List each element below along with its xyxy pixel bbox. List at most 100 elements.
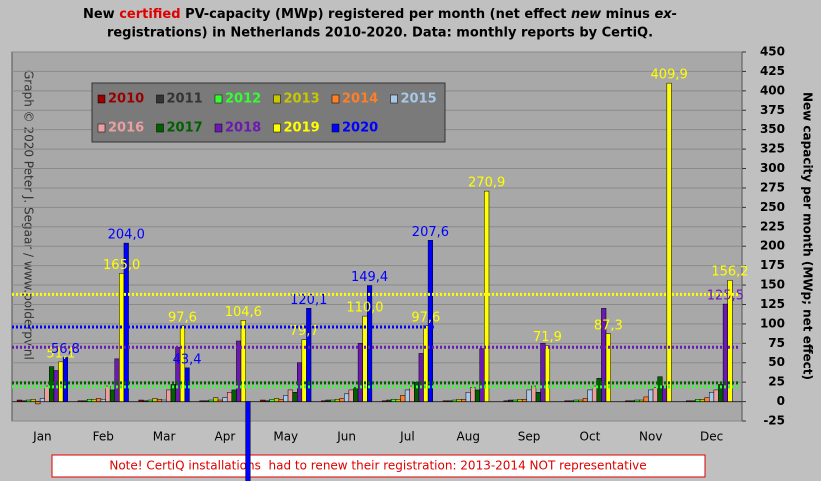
bar [334, 398, 340, 402]
title-part: minus [601, 7, 654, 22]
bar [91, 398, 97, 402]
bar [503, 400, 509, 402]
x-tick-label: May [273, 430, 298, 444]
legend-label: 2019 [284, 121, 320, 136]
y-tick-label: 75 [768, 336, 785, 350]
legend-swatch [214, 94, 223, 104]
bar [260, 399, 266, 402]
data-label: 104,6 [225, 305, 262, 320]
bar [474, 389, 480, 402]
legend-label: 2018 [225, 121, 261, 136]
data-label: 71,9 [533, 330, 562, 345]
bar [704, 397, 710, 402]
legend-label: 2011 [167, 92, 203, 107]
bar [184, 367, 190, 402]
legend-label: 2013 [284, 92, 320, 107]
title-part: certified [119, 7, 180, 22]
bar [30, 398, 36, 402]
bar [395, 398, 401, 402]
bar [278, 398, 284, 402]
data-label: 165,0 [103, 258, 140, 273]
x-tick-label: Jul [399, 430, 414, 444]
bar [348, 389, 354, 402]
bar [77, 400, 83, 402]
bar [625, 400, 631, 402]
data-label: 204,0 [108, 228, 145, 243]
data-label: 110,0 [346, 301, 383, 316]
x-tick-label: Sep [518, 430, 541, 444]
y-tick-label: 50 [768, 355, 785, 369]
bar [156, 398, 163, 402]
x-tick-label: Aug [457, 430, 480, 444]
note: Note! CertiQ installations had to renew … [109, 459, 646, 473]
bar [709, 392, 715, 402]
title-part: PV-capacity (MWp) registered per month (… [181, 7, 571, 22]
bar [217, 399, 223, 402]
bar [699, 398, 705, 402]
bar [100, 398, 106, 402]
bar [143, 400, 149, 402]
bar [152, 398, 158, 402]
y-axis-label: New capacity per month (MWp; net effect) [801, 92, 815, 380]
bar [587, 389, 593, 402]
title-part: ex- [654, 7, 677, 22]
bar [591, 385, 598, 402]
bar [321, 400, 327, 402]
bar [35, 401, 41, 405]
bar [465, 392, 471, 402]
bar [381, 400, 387, 402]
bar [283, 395, 289, 402]
bar [713, 389, 719, 402]
bar [138, 399, 144, 402]
bar [44, 385, 50, 402]
x-tick-label: Feb [93, 430, 114, 444]
bar [226, 392, 233, 402]
y-tick-label: 0 [777, 394, 785, 408]
bar [245, 401, 251, 481]
bar [39, 398, 45, 402]
y-tick-label: 125 [760, 297, 785, 311]
y-tick-label: 225 [760, 219, 785, 233]
bar [461, 398, 467, 402]
bar [16, 399, 22, 402]
legend-box [91, 82, 446, 143]
y-tick-label: 25 [768, 375, 785, 389]
x-tick-label: Dec [700, 430, 723, 444]
y-tick-label: 350 [760, 122, 785, 136]
legend-swatch [97, 123, 106, 133]
y-tick-label: 450 [760, 45, 785, 59]
bar [423, 325, 429, 402]
chart-title: registrations) in Netherlands 2010-2020.… [107, 26, 653, 41]
bar [657, 376, 663, 402]
bar [521, 398, 528, 402]
legend-swatch [156, 123, 164, 133]
bar [362, 315, 368, 402]
bar [325, 399, 331, 402]
bar [166, 389, 172, 402]
bar [479, 348, 485, 402]
data-label: 43,4 [173, 352, 202, 367]
bar [222, 397, 228, 402]
bar [451, 399, 457, 402]
bar [690, 400, 696, 402]
data-label: 97,6 [168, 310, 197, 325]
bar [648, 389, 654, 402]
bar [96, 398, 102, 402]
bar [544, 345, 551, 402]
data-label: 207,6 [412, 225, 449, 240]
bar [264, 400, 270, 402]
bar [105, 385, 111, 402]
y-tick-label: -25 [763, 414, 785, 428]
bar [564, 400, 570, 402]
bar [274, 398, 280, 402]
y-tick-label: 425 [760, 64, 785, 78]
bar [147, 399, 153, 402]
bar [427, 240, 433, 402]
bar [240, 320, 246, 402]
bar [639, 399, 645, 402]
bar [662, 385, 668, 402]
bar [269, 398, 275, 402]
bar [353, 387, 359, 402]
bar [330, 399, 336, 402]
bar [535, 392, 541, 402]
